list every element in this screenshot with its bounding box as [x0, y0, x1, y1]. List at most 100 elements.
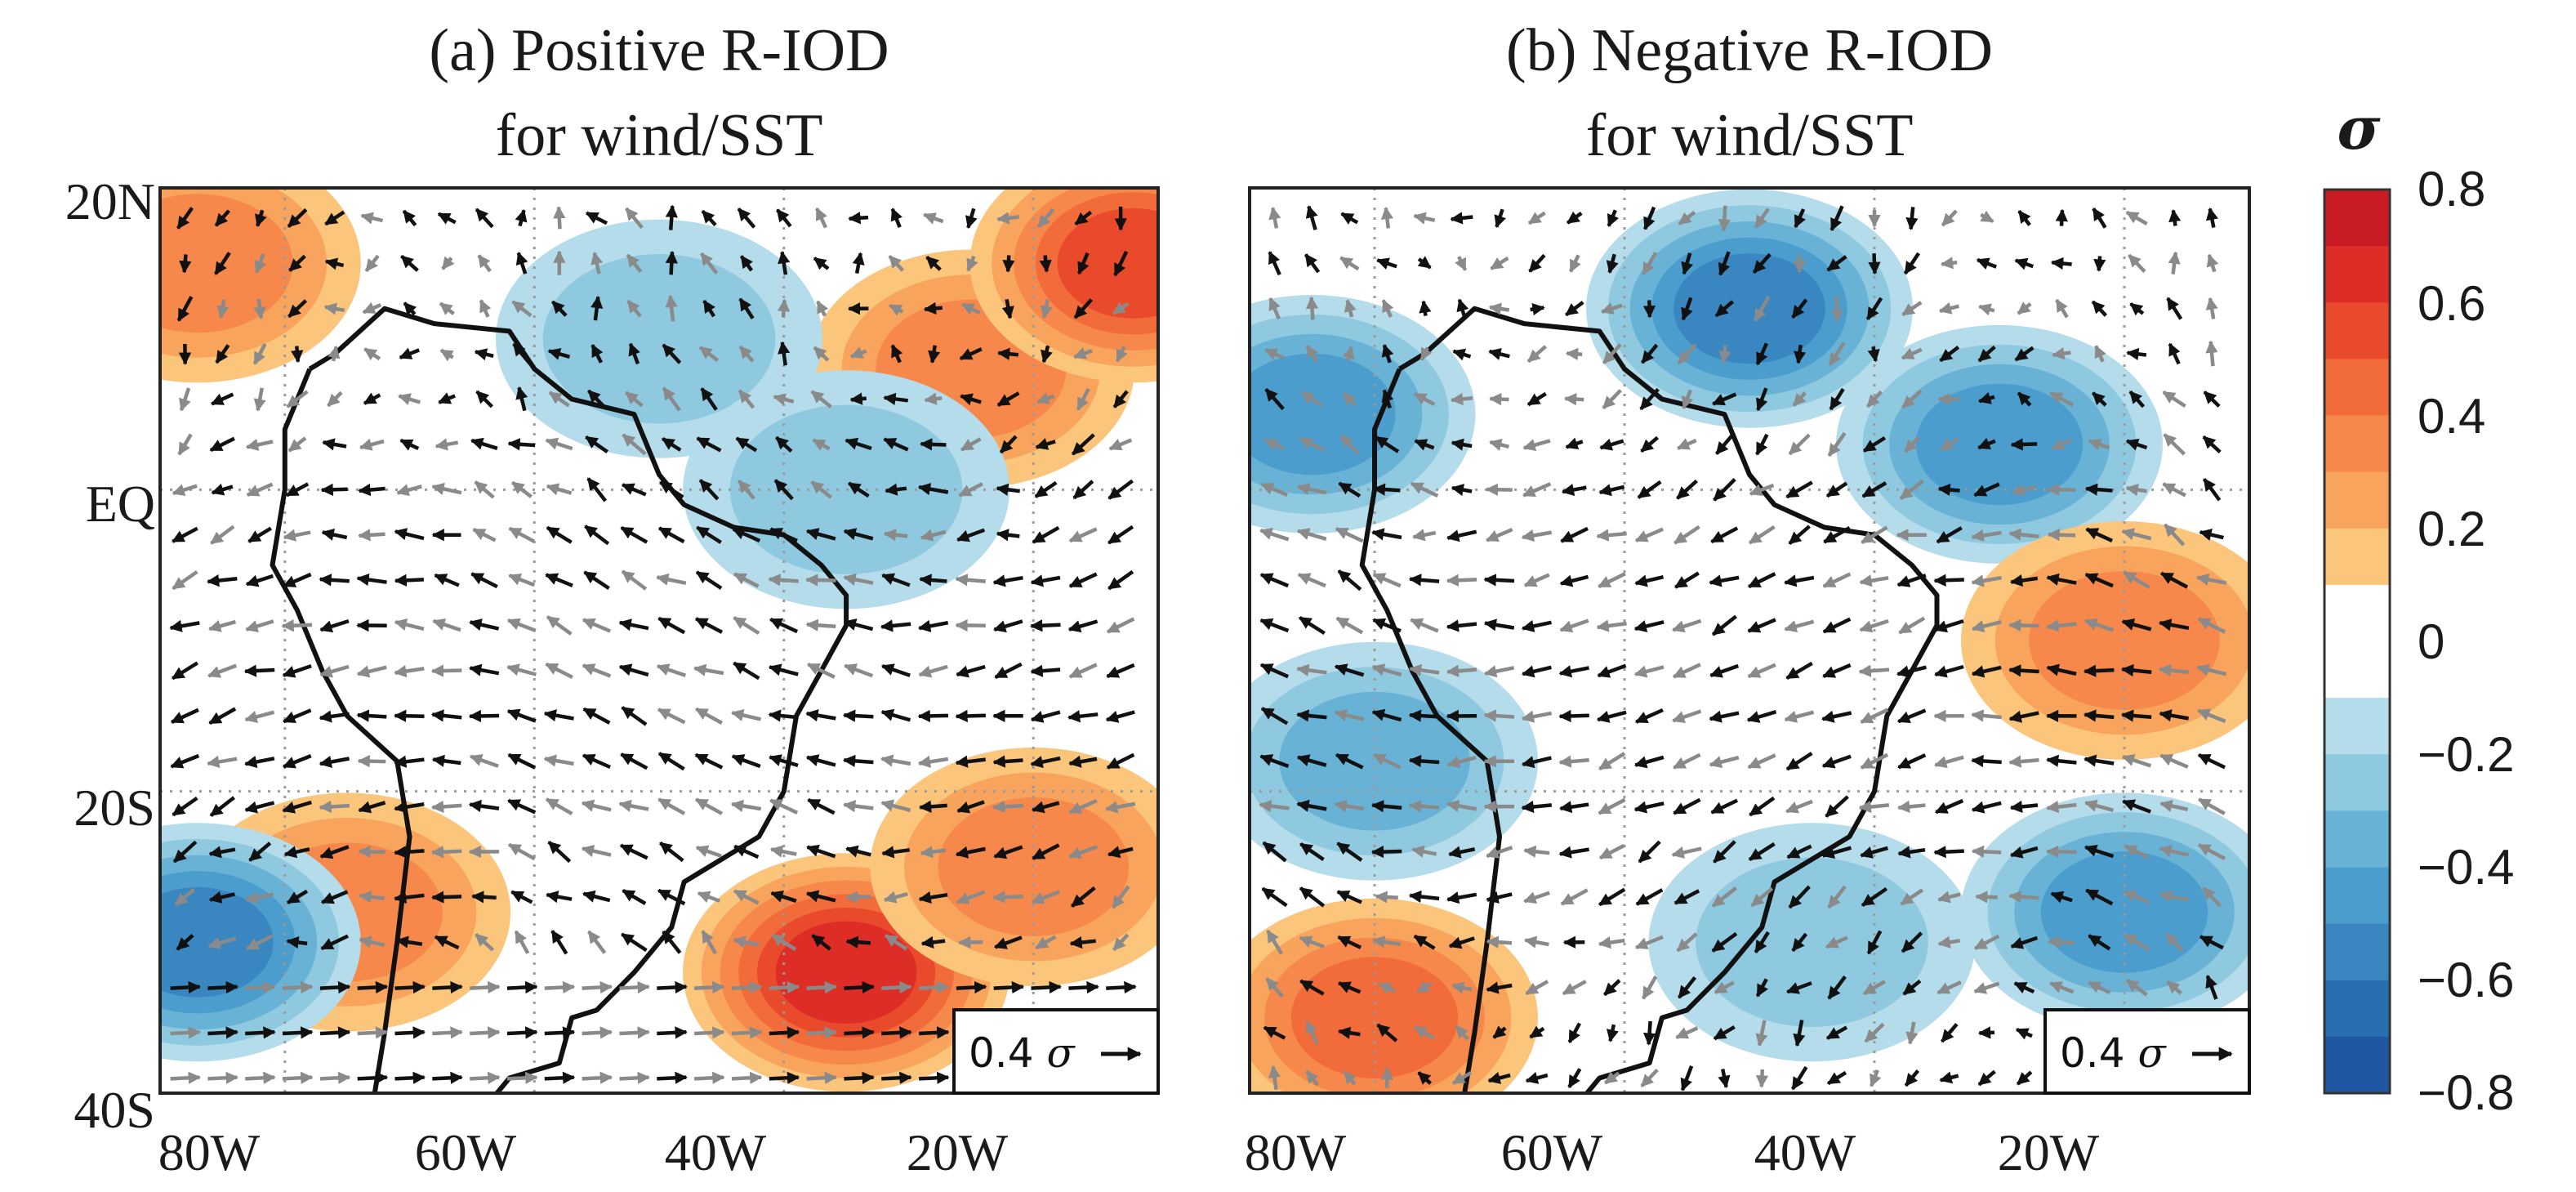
wind-vector: [1264, 388, 1285, 411]
wind-vector: [769, 845, 797, 858]
wind-vector: [172, 484, 198, 497]
wind-vector: [477, 254, 492, 273]
wind-vector: [993, 619, 1023, 633]
wind-vector: [1752, 252, 1772, 274]
wind-vector: [470, 1026, 501, 1039]
wind-vector: [581, 845, 612, 857]
wind-vector: [441, 256, 455, 270]
wind-vector: [890, 344, 903, 364]
wind-vector: [543, 709, 574, 722]
wind-vector: [400, 254, 419, 272]
wind-vector: [1448, 846, 1476, 859]
wind-vector: [2016, 1070, 2033, 1086]
wind-vector: [993, 845, 1023, 859]
wind-vector: [1559, 618, 1589, 633]
panel-a-xtick-80w: 80W: [158, 1123, 261, 1181]
wind-vector: [1940, 1023, 1959, 1043]
wind-vector: [659, 841, 684, 863]
wind-vector: [918, 1071, 950, 1084]
wind-vector: [1068, 798, 1098, 815]
wind-vector: [1606, 1024, 1619, 1042]
wind-vector: [657, 616, 686, 635]
wind-vector: [1376, 1023, 1398, 1042]
wind-vector: [1305, 1020, 1319, 1045]
wind-vector: [1714, 434, 1734, 455]
wind-vector: [214, 252, 231, 275]
wind-vector: [2055, 298, 2069, 319]
wind-vector: [2084, 618, 2115, 632]
wind-vector: [2159, 845, 2190, 858]
wind-vector: [1975, 891, 1998, 904]
wind-vector: [475, 933, 495, 952]
wind-vector: [1785, 799, 1813, 814]
wind-vector: [1408, 574, 1440, 587]
wind-vector: [1746, 710, 1777, 723]
wind-vector: [435, 438, 459, 451]
wind-vector: [395, 935, 423, 949]
wind-vector: [1859, 618, 1889, 633]
wind-vector: [1334, 708, 1365, 721]
wind-vector: [1790, 1065, 1808, 1091]
wind-vector: [1971, 574, 2002, 587]
wind-vector: [1299, 886, 1326, 908]
wind-vector: [1899, 479, 1925, 501]
wind-vector: [1067, 619, 1099, 633]
wind-vector: [582, 618, 612, 633]
panel-a-reference-vector: 0.4 σ: [952, 1008, 1160, 1095]
wind-vector: [1413, 212, 1436, 225]
wind-vector: [2017, 210, 2031, 226]
wind-vector: [1526, 391, 1547, 407]
wind-vector: [1821, 710, 1852, 723]
wind-vector: [2084, 483, 2113, 496]
wind-vector: [773, 479, 794, 501]
wind-vector: [2048, 981, 2075, 994]
wind-vector: [506, 618, 537, 633]
wind-vector: [1596, 529, 1627, 542]
wind-vector: [1068, 755, 1098, 768]
wind-vector: [281, 619, 313, 632]
wind-vector: [693, 1071, 725, 1084]
wind-vector: [1676, 438, 1697, 450]
wind-vector: [1300, 391, 1324, 408]
wind-vector: [621, 706, 648, 726]
wind-vector: [1754, 208, 1770, 229]
wind-vector: [1032, 525, 1060, 544]
wind-vector: [842, 754, 874, 768]
wind-vector: [432, 1071, 463, 1084]
wind-vector: [1339, 434, 1360, 455]
wind-vector: [2205, 340, 2218, 367]
wind-vector: [1602, 979, 1621, 997]
wind-vector: [1792, 391, 1807, 407]
wind-vector: [1940, 257, 1958, 270]
wind-vector: [1030, 710, 1061, 723]
wind-vector: [2120, 709, 2152, 722]
wind-vector: [1785, 480, 1813, 499]
wind-vector: [506, 1026, 538, 1039]
wind-vector: [1902, 979, 1922, 996]
wind-vector: [996, 529, 1020, 542]
wind-vector: [515, 208, 528, 227]
wind-vector: [545, 662, 573, 680]
wind-vector: [546, 483, 573, 496]
wind-vector: [701, 930, 717, 955]
wind-vector: [393, 846, 425, 859]
wind-vector: [394, 1026, 426, 1039]
wind-vector: [209, 436, 235, 453]
wind-vector: [881, 573, 911, 587]
wind-vector: [1486, 891, 1513, 904]
wind-vector: [282, 1026, 314, 1039]
wind-vector: [737, 208, 756, 229]
wind-vector: [1784, 619, 1815, 633]
wind-vector: [394, 755, 425, 768]
wind-vector: [1108, 569, 1134, 591]
wind-vector: [805, 574, 836, 587]
wind-vector: [1455, 1025, 1469, 1041]
wind-vector: [282, 800, 312, 814]
wind-vector: [1558, 846, 1589, 859]
colorbar-level: [2324, 867, 2390, 925]
wind-vector: [2158, 663, 2190, 677]
wind-vector: [889, 303, 904, 316]
wind-vector: [2047, 483, 2076, 496]
wind-vector: [1450, 212, 1473, 225]
wind-vector: [1598, 752, 1626, 771]
